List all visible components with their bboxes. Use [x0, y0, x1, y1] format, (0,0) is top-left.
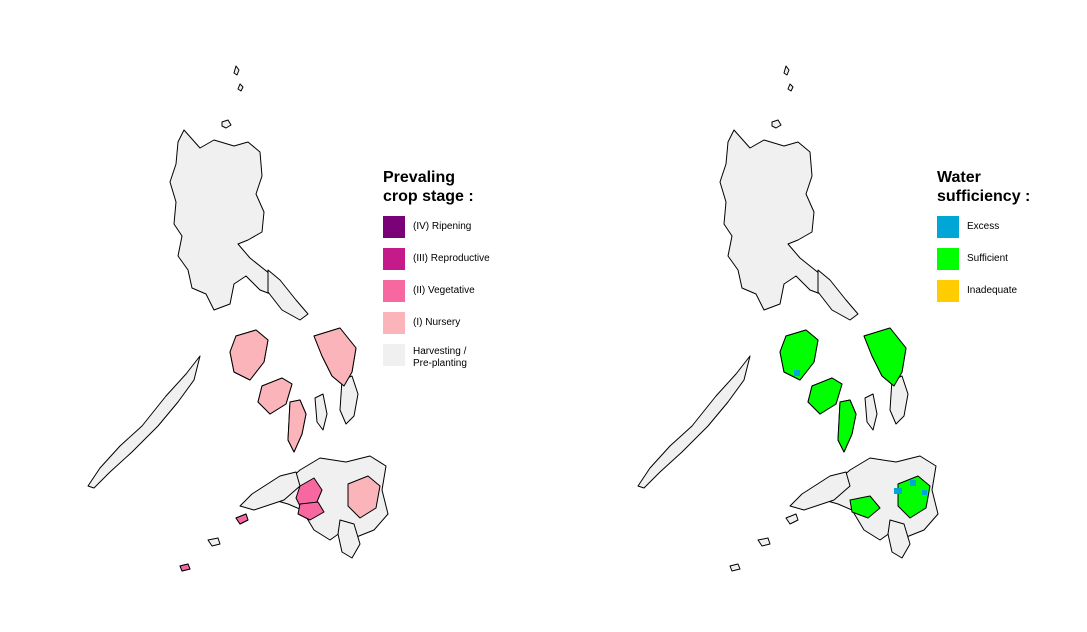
legend-swatch — [937, 216, 959, 238]
legend-item-harvesting: Harvesting / Pre-planting — [383, 344, 474, 376]
legend-title: Water sufficiency : — [937, 169, 1031, 205]
water-sufficiency-map — [637, 65, 939, 572]
crop-stage-map — [87, 65, 389, 572]
legend-swatch — [383, 216, 405, 238]
legend-item-ripening: (IV) Ripening — [383, 216, 474, 248]
legend-swatch — [383, 312, 405, 334]
legend-item-excess: Excess — [937, 216, 1030, 248]
legend-title: Prevaling crop stage : — [383, 169, 474, 205]
legend-swatch — [383, 248, 405, 270]
legend-swatch — [937, 280, 959, 302]
legend-item-nursery: (I) Nursery — [383, 312, 474, 344]
legend-item-reproductive: (III) Reproductive — [383, 248, 490, 280]
legend-item-inadequate: Inadequate — [937, 280, 1030, 312]
legend-swatch — [383, 344, 405, 366]
crop-stage-legend: Prevaling crop stage : (IV) Ripening (II… — [383, 168, 490, 376]
legend-item-vegetative: (II) Vegetative — [383, 280, 475, 312]
legend-swatch — [383, 280, 405, 302]
legend-swatch — [937, 248, 959, 270]
water-sufficiency-legend: Water sufficiency : Excess Sufficient In… — [937, 168, 1030, 312]
legend-item-sufficient: Sufficient — [937, 248, 1030, 280]
